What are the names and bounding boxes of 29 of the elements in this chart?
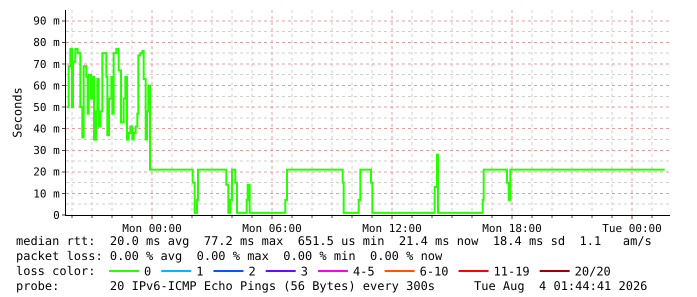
legend-label: 4-5 xyxy=(352,264,375,279)
y-tick-label: 90 m xyxy=(33,14,60,28)
x-tick-label: Mon 18:00 xyxy=(482,222,542,236)
y-tick-label: 50 m xyxy=(33,100,60,114)
x-tick-label: Mon 06:00 xyxy=(242,222,302,236)
legend-label: 0 xyxy=(144,264,152,279)
x-tick-label: Mon 00:00 xyxy=(122,222,182,236)
y-tick-label: 60 m xyxy=(33,79,60,92)
x-tick-label: Tue 00:00 xyxy=(602,222,662,236)
legend-label: 6-10 xyxy=(420,264,449,279)
text: packet loss: 0.00 % avg 0.00 % max 0.00 % min 0.00 % now xyxy=(16,249,442,263)
legend-label: 3 xyxy=(300,264,308,279)
text: median rtt: 20.0 ms avg 77.2 ms max 651.5 us min 21.4 ms now 18.4 ms sd 1.1 am/s xyxy=(16,234,652,248)
text: loss color: xyxy=(16,264,96,278)
legend-label: 2 xyxy=(248,264,256,279)
legend-label: 20/20 xyxy=(574,264,611,279)
y-tick-label: 20 m xyxy=(33,166,60,179)
y-tick-label: 30 m xyxy=(33,144,60,158)
text: Tue Aug 4 01:44:41 2026 xyxy=(474,279,648,293)
y-tick-label: 10 m xyxy=(33,187,60,200)
y-axis-title: Seconds xyxy=(10,87,25,138)
y-tick-label: 40 m xyxy=(33,122,60,136)
text: probe: 20 IPv6-ICMP Echo Pings (56 Bytes) every 300s xyxy=(16,279,436,293)
y-tick-label: 80 m xyxy=(33,36,60,50)
y-tick-label: 0 xyxy=(53,208,60,222)
legend-label: 11-19 xyxy=(494,264,530,279)
legend-label: 1 xyxy=(196,264,204,279)
y-tick-label: 70 m xyxy=(33,58,60,71)
x-tick-label: Mon 12:00 xyxy=(362,222,422,236)
